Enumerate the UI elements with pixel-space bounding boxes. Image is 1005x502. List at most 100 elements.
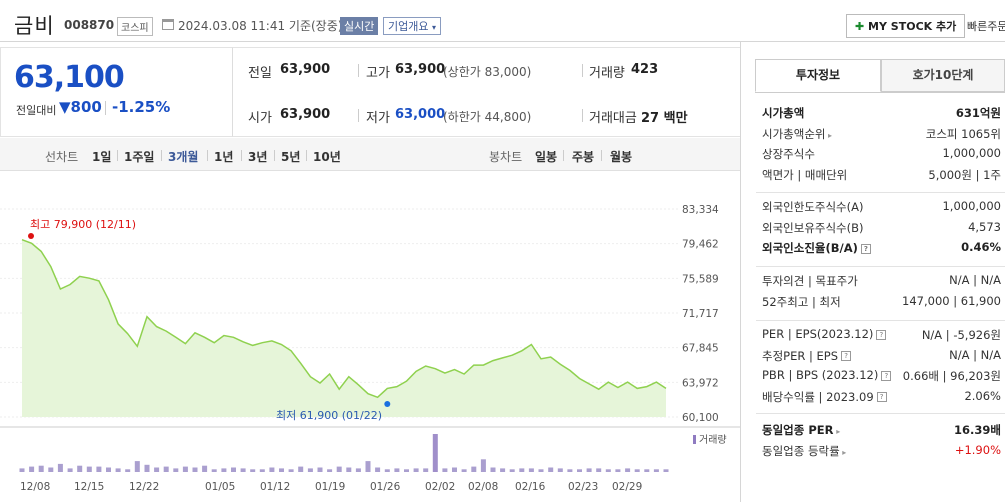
info-value: 0.66배 | 96,203원	[902, 369, 1001, 383]
volume-bar	[653, 469, 659, 472]
low-label: 저가	[366, 111, 390, 126]
candle-daily[interactable]: 일봉	[535, 150, 558, 164]
x-tick-label: 02/16	[515, 481, 546, 493]
tab-hoga-10[interactable]: 호가10단계	[881, 59, 1005, 92]
volume-bar	[404, 469, 409, 472]
info-value: 0.46%	[961, 240, 1001, 254]
period-1w[interactable]: 1주일	[124, 150, 155, 164]
down-triangle-icon: ▼	[59, 98, 71, 116]
company-overview-button[interactable]: 기업개요 ▾	[383, 17, 441, 35]
x-tick-label: 02/02	[425, 481, 455, 493]
help-icon[interactable]: ?	[881, 370, 892, 381]
y-tick-label: 67,845	[682, 343, 719, 355]
info-label: 52주최고 | 최저	[762, 294, 841, 309]
x-tick-label: 01/12	[260, 481, 290, 493]
info-label: 시가총액순위 ▸	[762, 126, 833, 141]
realtime-button[interactable]: 실시간	[340, 17, 379, 35]
candle-weekly[interactable]: 주봉	[572, 150, 595, 164]
arrow-right-icon[interactable]: ▸	[839, 447, 847, 457]
info-row: 외국인한도주식수(A) 1,000,000	[762, 199, 1005, 219]
high-annotation: 최고 79,900 (12/11)	[30, 218, 136, 231]
company-overview-label: 기업개요	[388, 20, 429, 33]
info-value: 631억원	[955, 106, 1001, 120]
period-3y[interactable]: 3년	[248, 150, 268, 164]
stock-name: 금비	[14, 14, 55, 38]
help-icon[interactable]: ?	[876, 329, 887, 340]
volume-label: 거래량	[589, 66, 625, 81]
period-5y[interactable]: 5년	[281, 150, 301, 164]
volume-bar	[259, 469, 265, 472]
market-badge: 코스피	[117, 17, 153, 36]
volume-bar	[461, 469, 467, 472]
info-row: 시가총액 631억원	[762, 105, 1005, 125]
volume-bar	[327, 469, 333, 472]
volume-bar	[317, 467, 323, 472]
volume-bar	[442, 468, 448, 472]
arrow-right-icon[interactable]: ▸	[833, 427, 841, 436]
mystock-add-button[interactable]: ✚ MY STOCK 추가	[846, 14, 966, 38]
volume-bar	[355, 468, 361, 472]
stock-code: 008870	[64, 18, 115, 32]
volume-bar	[384, 469, 390, 472]
high-label: 고가	[366, 66, 390, 81]
volume-bar	[538, 469, 544, 472]
y-tick-label: 71,717	[682, 308, 719, 320]
volume-bar	[509, 469, 515, 472]
volume-bar	[182, 466, 188, 472]
divider	[601, 150, 602, 161]
change-amount: 800	[70, 98, 102, 116]
period-1y[interactable]: 1년	[214, 150, 234, 164]
info-label: 상장주식수	[762, 147, 815, 161]
fast-order-button[interactable]: 빠른주문	[967, 20, 1005, 33]
info-label: 액면가 | 매매단위	[762, 167, 848, 182]
x-tick-label: 12/08	[20, 481, 50, 493]
price-box	[0, 47, 233, 137]
info-label: PBR | BPS (2023.12)?	[762, 368, 892, 382]
candle-monthly[interactable]: 월봉	[610, 150, 633, 164]
volume-bar	[192, 467, 198, 472]
info-label: 추정PER | EPS?	[762, 348, 852, 364]
quote-datetime: 2024.03.08 11:41 기준(장중)	[178, 19, 343, 33]
divider	[756, 413, 1005, 414]
volume-bar	[557, 468, 563, 472]
side-panel	[740, 42, 1005, 502]
volume-bar	[605, 469, 611, 472]
volume-bar	[480, 459, 486, 472]
volume-bar	[240, 468, 246, 472]
volume-bar	[298, 466, 304, 472]
volume-bar	[307, 468, 313, 472]
info-value: 147,000 | 61,900	[902, 293, 1001, 308]
help-icon[interactable]: ?	[860, 243, 871, 254]
arrow-right-icon[interactable]: ▸	[825, 130, 833, 140]
volume-bar	[490, 467, 496, 472]
volume-bar	[432, 434, 438, 472]
volume-value: 423	[631, 62, 659, 77]
divider	[756, 192, 1005, 193]
help-icon[interactable]: ?	[841, 351, 852, 361]
lower-limit: (하한가 44,800)	[443, 110, 532, 124]
calendar-icon	[162, 19, 174, 30]
y-tick-label: 75,589	[682, 273, 719, 285]
volume-bar	[288, 469, 294, 472]
info-row: 동일업종 PER ▸ 16.39배	[762, 422, 1005, 442]
tab-investment-info[interactable]: 투자정보	[755, 59, 881, 92]
divider	[358, 64, 359, 77]
period-10y[interactable]: 10년	[313, 150, 341, 164]
x-tick-label: 02/29	[612, 481, 642, 493]
volume-bar	[231, 467, 236, 472]
period-3m[interactable]: 3개월	[168, 150, 199, 164]
divider	[582, 109, 583, 122]
divider	[241, 150, 242, 161]
info-label: 투자의견 | 목표주가	[762, 274, 858, 288]
period-1d[interactable]: 1일	[92, 150, 112, 164]
volume-bar	[519, 468, 525, 472]
divider	[756, 266, 1005, 267]
info-value: N/A | N/A	[949, 273, 1001, 287]
info-value: 1,000,000	[942, 199, 1001, 213]
current-price: 63,100	[14, 60, 125, 95]
help-icon[interactable]: ?	[876, 392, 887, 402]
trade-amount-label: 거래대금	[589, 111, 637, 126]
volume-bar	[471, 466, 477, 472]
x-tick-label: 02/23	[568, 481, 598, 493]
volume-bar	[663, 469, 669, 472]
